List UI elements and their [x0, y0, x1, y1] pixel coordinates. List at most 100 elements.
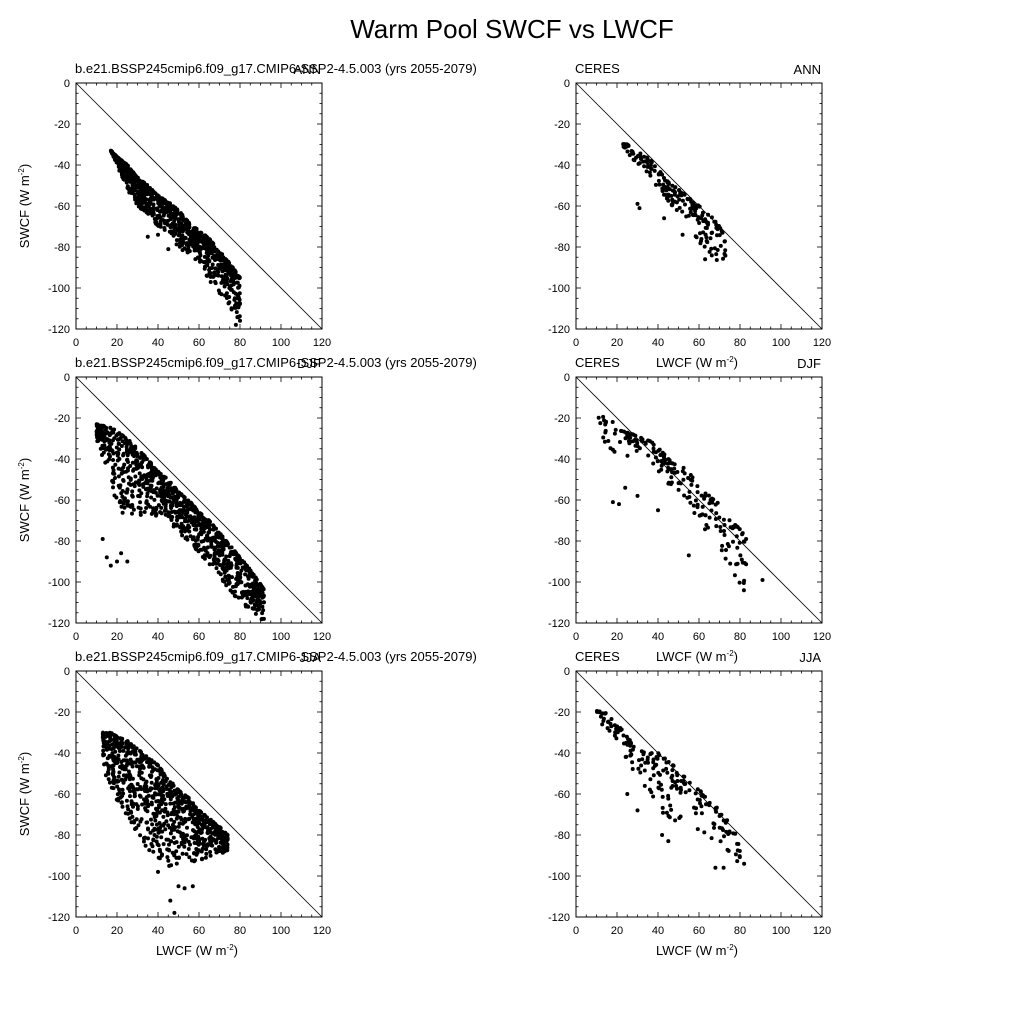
- x-tick-label: 0: [73, 925, 79, 937]
- scatter-point: [228, 284, 233, 289]
- scatter-point: [126, 475, 131, 480]
- scatter-point: [142, 200, 147, 204]
- scatter-point: [130, 511, 134, 516]
- scatter-point: [166, 514, 171, 519]
- reference-line: [75, 670, 323, 918]
- scatter-point: [207, 537, 212, 541]
- scatter-point: [179, 842, 184, 847]
- scatter-point: [695, 490, 700, 495]
- scatter-point: [637, 161, 642, 166]
- scatter-point: [678, 785, 683, 790]
- scatter-point: [106, 771, 111, 776]
- panel-right-label: DJF: [797, 356, 821, 371]
- scatter-point: [737, 540, 742, 545]
- scatter-point: [609, 724, 614, 729]
- scatter-point: [261, 608, 266, 613]
- scatter-point: [722, 523, 727, 527]
- scatter-point: [635, 808, 640, 813]
- y-axis-title-close: ): [17, 752, 32, 756]
- scatter-point: [153, 783, 158, 788]
- scatter-point: [143, 843, 148, 848]
- scatter-point: [161, 474, 166, 479]
- scatter-point: [184, 509, 189, 513]
- scatter-point: [141, 777, 146, 782]
- scatter-point: [601, 414, 606, 419]
- scatter-point: [166, 247, 171, 252]
- scatter-point: [669, 807, 674, 812]
- y-tick-label: -120: [548, 324, 570, 336]
- scatter-point: [139, 474, 144, 479]
- scatter-point: [671, 763, 675, 768]
- scatter-point: [154, 814, 159, 819]
- scatter-point: [174, 861, 179, 866]
- scatter-point: [216, 270, 221, 275]
- scatter-point: [174, 849, 179, 854]
- scatter-point: [180, 236, 185, 241]
- scatter-point: [156, 198, 161, 203]
- scatter-point: [117, 447, 122, 452]
- scatter-point: [131, 185, 136, 190]
- scatter-point: [200, 857, 204, 861]
- panel-left-label: CERES: [575, 649, 620, 664]
- scatter-point: [261, 593, 266, 598]
- scatter-point: [210, 831, 215, 836]
- scatter-point: [157, 209, 162, 214]
- scatter-point: [148, 461, 153, 465]
- scatter-point: [212, 555, 217, 560]
- scatter-point: [192, 834, 197, 839]
- scatter-point: [715, 233, 719, 238]
- scatter-point: [102, 439, 107, 444]
- scatter-point: [134, 183, 139, 188]
- scatter-point: [652, 168, 657, 173]
- scatter-point: [176, 492, 181, 497]
- scatter-point: [109, 764, 114, 769]
- scatter-point: [111, 770, 116, 775]
- scatter-point: [168, 801, 173, 806]
- scatter-point: [214, 840, 219, 845]
- y-tick-label: -60: [54, 789, 70, 801]
- x-tick-label: 120: [313, 631, 331, 643]
- scatter-point: [175, 209, 180, 214]
- scatter-point: [227, 580, 231, 585]
- scatter-point: [666, 457, 671, 462]
- y-axis-unit-exponent: -2: [17, 756, 26, 764]
- scatter-point: [143, 800, 148, 804]
- scatter-point: [211, 523, 216, 528]
- scatter-point: [699, 804, 704, 809]
- scatter-point: [654, 762, 659, 767]
- scatter-point: [227, 300, 232, 305]
- x-tick-label: 80: [734, 337, 746, 349]
- scatter-point: [203, 264, 208, 269]
- scatter-point: [634, 155, 638, 160]
- scatter-point: [740, 560, 745, 565]
- scatter-point: [669, 785, 674, 790]
- scatter-point: [158, 219, 163, 224]
- scatter-point: [687, 788, 692, 793]
- y-tick-label: -20: [54, 119, 70, 131]
- scatter-point: [668, 803, 673, 808]
- scatter-point: [182, 844, 187, 849]
- scatter-point: [150, 476, 155, 480]
- scatter-point: [196, 244, 201, 249]
- x-tick-label: 100: [772, 925, 790, 937]
- scatter-point: [197, 827, 202, 832]
- scatter-point: [127, 187, 132, 191]
- scatter-point: [235, 273, 240, 278]
- y-axis-unit-exponent: -2: [17, 462, 26, 470]
- scatter-point: [130, 494, 135, 499]
- scatter-point: [651, 794, 656, 799]
- scatter-point: [150, 769, 154, 774]
- scatter-point: [719, 826, 724, 831]
- scatter-point: [145, 208, 150, 213]
- scatter-point: [661, 454, 666, 459]
- scatter-point: [222, 284, 227, 289]
- scatter-point: [651, 446, 656, 451]
- scatter-point: [149, 470, 153, 475]
- scatter-point: [167, 842, 171, 847]
- scatter-point: [195, 509, 200, 514]
- scatter-point: [149, 786, 154, 791]
- scatter-point: [163, 498, 168, 503]
- scatter-point: [723, 248, 728, 253]
- scatter-point: [674, 770, 679, 775]
- scatter-point: [173, 222, 178, 227]
